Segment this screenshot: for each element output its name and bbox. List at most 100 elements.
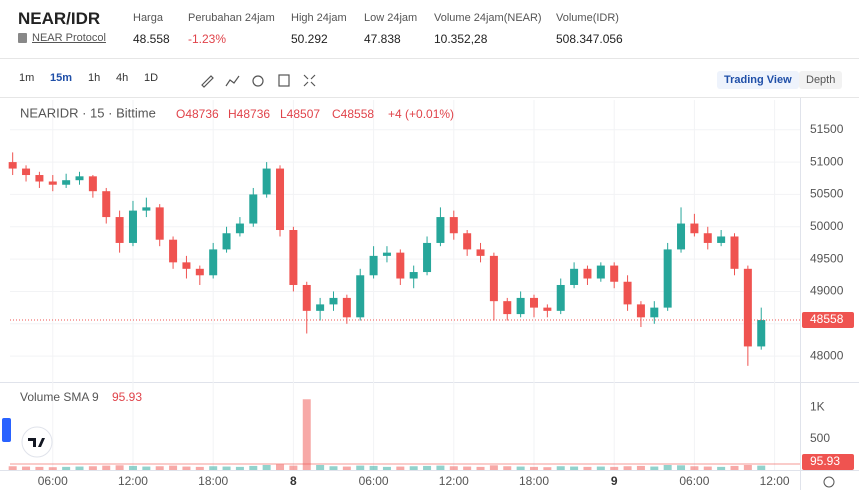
candle-body <box>62 180 71 185</box>
candle-body <box>757 320 766 347</box>
save-icon[interactable] <box>278 74 290 87</box>
volume-bar <box>22 466 31 470</box>
volume-bar <box>476 466 485 470</box>
volume-bar <box>356 465 365 470</box>
y-tick-label: 50500 <box>810 187 844 201</box>
volume-bar <box>543 467 552 470</box>
y-tick-label: 50000 <box>810 219 844 233</box>
volume-bar <box>743 464 752 470</box>
toolbar-icons <box>201 74 316 88</box>
candle-body <box>436 217 445 243</box>
volume-bar <box>369 465 378 470</box>
candle-body <box>102 191 111 218</box>
volume-bar <box>690 466 699 470</box>
candle-body <box>543 307 552 311</box>
volume-bar <box>276 464 285 470</box>
volume-bar <box>75 466 84 470</box>
stat: Volume 24jam(NEAR) 10.352,28 <box>434 12 542 46</box>
candle-body <box>88 176 97 192</box>
volume-bar <box>489 465 498 470</box>
settings-icon[interactable] <box>252 75 264 87</box>
stat: Harga 48.558 <box>133 12 170 46</box>
candle-body <box>329 297 338 305</box>
volume-bar <box>382 466 391 470</box>
volume-bar <box>663 464 672 470</box>
tv-logo-mark <box>28 438 45 447</box>
candle-body <box>610 265 619 282</box>
stat-label: Volume(IDR) <box>556 12 619 24</box>
volume-bar <box>596 466 605 470</box>
sma-tag <box>802 454 854 470</box>
candle-body <box>48 181 57 185</box>
candle-body <box>583 268 592 279</box>
y-tick-label: 48500 <box>810 316 844 330</box>
volume-bar <box>423 465 432 470</box>
asset-link[interactable]: NEAR Protocol <box>18 32 106 44</box>
candle-body <box>35 175 44 182</box>
candle-body <box>489 255 498 302</box>
stat: Perubahan 24jam -1.23% <box>188 12 275 46</box>
view-tab[interactable]: Trading View <box>717 71 799 89</box>
candle-body <box>717 236 726 243</box>
volume-bar <box>195 466 204 470</box>
candle-body <box>155 207 164 240</box>
volume-bar <box>449 466 458 470</box>
indicator-icon[interactable] <box>225 75 240 87</box>
ohlc-legend: O48736 <box>176 107 219 121</box>
interval-button[interactable]: 1m <box>19 72 35 84</box>
view-tab[interactable]: Depth <box>799 71 843 89</box>
volume-bar <box>8 466 17 470</box>
ohlc-legend: +4 (+0.01%) <box>388 107 454 121</box>
volume-title: Volume SMA 9 <box>20 390 99 404</box>
volume-bar <box>115 465 124 470</box>
volume-bar <box>717 466 726 470</box>
stat-value: 50.292 <box>291 32 328 46</box>
volume-bar <box>222 466 231 470</box>
toolbar: 1m 15m 1h 4h 1D Trading View Depth <box>0 66 859 94</box>
interval-button[interactable]: 4h <box>116 72 129 84</box>
volume-bar <box>342 466 351 470</box>
fullscreen-icon[interactable] <box>303 74 316 87</box>
y-tick-label: 51500 <box>810 122 844 136</box>
stat-value: 508.347.056 <box>556 32 623 46</box>
volume-bar <box>182 466 191 470</box>
volume-bar <box>62 466 71 470</box>
last-price-tag <box>802 312 854 329</box>
ohlc-legend: C48558 <box>332 107 374 121</box>
candle-body <box>302 284 311 311</box>
stat-label: Harga <box>133 12 163 24</box>
interval-button[interactable]: 15m <box>50 72 73 84</box>
header: NEAR/IDR NEAR Protocol Harga 48.558 Peruba… <box>0 0 859 59</box>
volume-bar <box>48 467 57 470</box>
candle-body <box>195 268 204 276</box>
volume-bar <box>529 466 538 470</box>
volume-bar <box>396 466 405 470</box>
stat-value: 47.838 <box>364 32 401 46</box>
interval-button[interactable]: 1h <box>88 72 101 84</box>
candle-body <box>463 233 472 250</box>
volume-bar <box>302 399 311 470</box>
stat-label: Perubahan 24jam <box>188 12 275 24</box>
candle-body <box>409 272 418 279</box>
candle-body <box>182 262 191 269</box>
candle-body <box>449 217 458 234</box>
stat-value: 48.558 <box>133 32 170 46</box>
volume-bar <box>316 464 325 470</box>
stat-label: High 24jam <box>291 12 347 24</box>
volume-bar <box>235 466 244 470</box>
candle-body <box>650 307 659 318</box>
draw-icon[interactable] <box>201 75 214 88</box>
candle-body <box>8 162 17 169</box>
volume-bar <box>556 466 565 470</box>
x-tick-label: 9 <box>611 474 618 488</box>
candle-body <box>423 242 432 273</box>
stat: High 24jam 50.292 <box>291 12 347 46</box>
y-tick-label: 49500 <box>810 251 844 265</box>
volume-bar <box>636 465 645 470</box>
candle-body <box>677 223 686 250</box>
volume-bar <box>128 465 137 470</box>
interval-button[interactable]: 1D <box>144 72 159 84</box>
candle-body <box>142 207 151 211</box>
volume-bar <box>570 466 579 470</box>
